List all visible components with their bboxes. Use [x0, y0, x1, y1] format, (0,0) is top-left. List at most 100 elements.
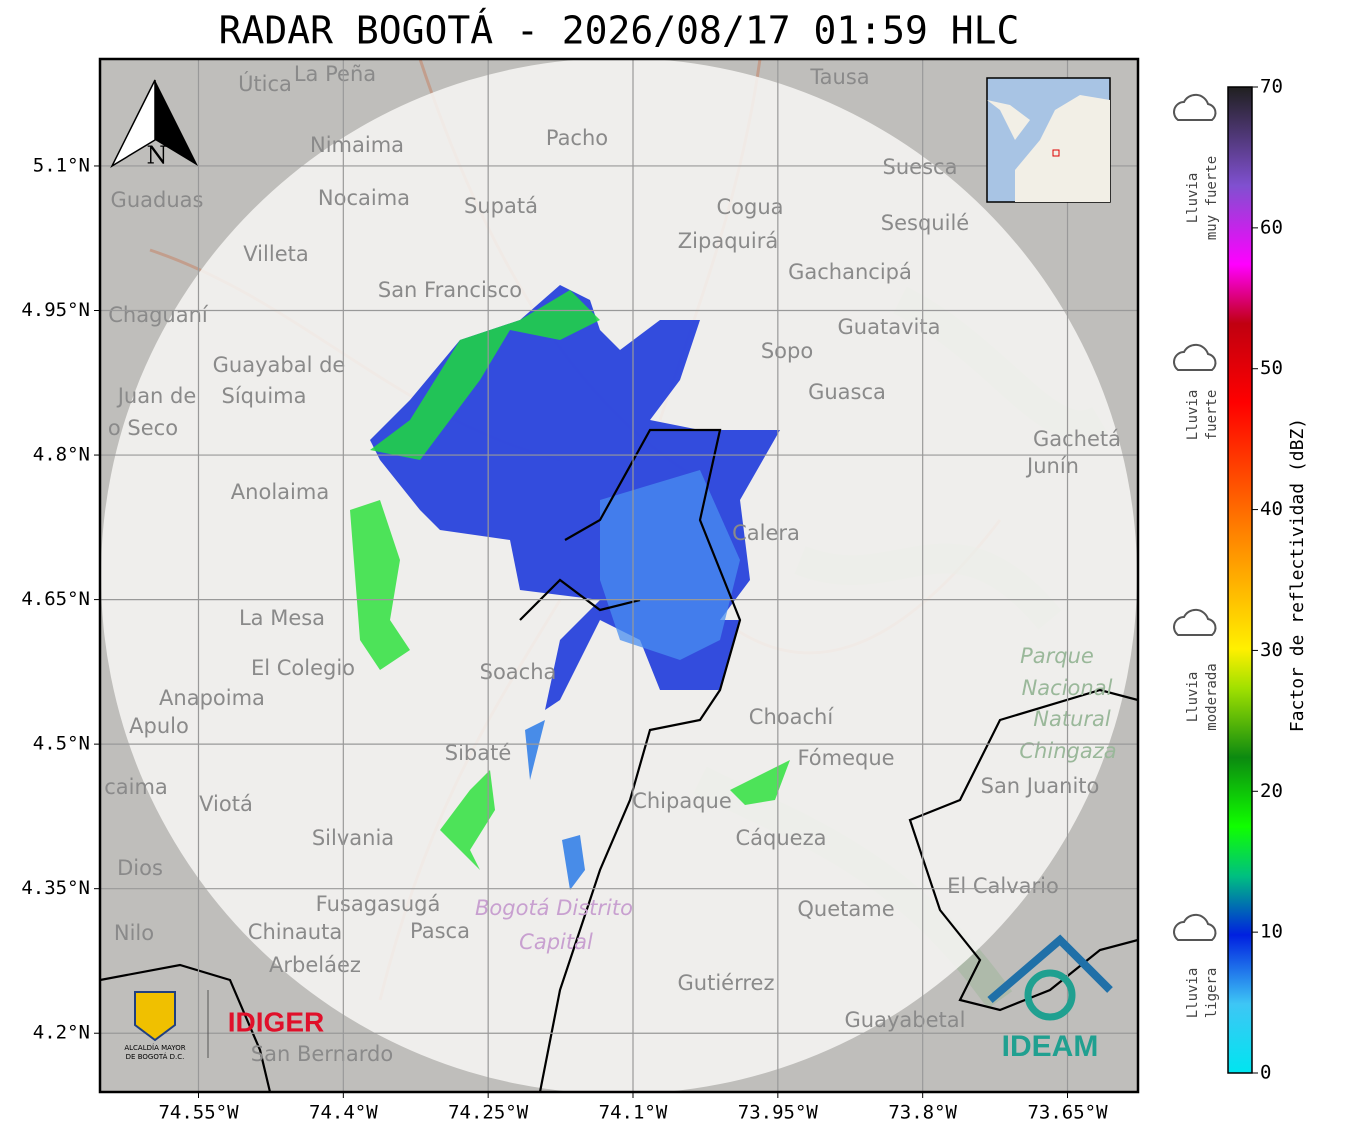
place-label: caima [104, 775, 168, 799]
grid [100, 59, 1138, 1092]
place-label: Silvania [312, 826, 394, 850]
park-label: Natural [1033, 707, 1111, 731]
legend-icon [1173, 343, 1217, 371]
place-label: Cogua [716, 195, 783, 219]
y-tick-label: 4.8°N [33, 444, 90, 466]
place-label: Guatavita [838, 315, 941, 339]
place-label: Nimaima [310, 133, 404, 157]
colorbar-tick-label: 20 [1260, 780, 1283, 802]
place-label: Suesca [883, 155, 958, 179]
place-label: Chaguaní [108, 303, 209, 327]
place-label: Guaduas [111, 188, 204, 212]
place-label: El Calvario [947, 874, 1059, 898]
place-label: Pacho [546, 126, 608, 150]
colorbar-tick-label: 40 [1260, 498, 1283, 520]
x-tick-label: 73.65°W [1027, 1102, 1108, 1124]
place-label: Viotá [199, 792, 253, 816]
colorbar-tick-label: 30 [1260, 639, 1283, 661]
legend-text: Lluvia [1185, 672, 1201, 723]
colorbar-tick-label: 10 [1260, 921, 1283, 943]
place-label: Nilo [114, 921, 154, 945]
boundaries [100, 428, 1138, 1092]
y-tick-label: 4.95°N [21, 299, 90, 321]
colorbar-tick-label: 50 [1260, 357, 1283, 379]
place-label: Junín [1025, 454, 1079, 478]
place-label: Zipaquirá [678, 229, 778, 253]
place-label: Pasca [410, 919, 470, 943]
place-label: Gachetá [1033, 427, 1121, 451]
place-label: Dios [117, 856, 163, 880]
north-label: N [147, 142, 168, 170]
place-label: Guasca [808, 380, 886, 404]
colorbar-tick-label: 0 [1260, 1062, 1271, 1084]
plot-frame [98, 57, 1140, 1094]
north-arrow: N [110, 79, 198, 170]
legend-text: muy fuerte [1204, 156, 1220, 240]
x-tick-label: 74.55°W [158, 1102, 239, 1124]
district-label: Bogotá Distrito [475, 896, 633, 920]
district-label: Capital [519, 930, 593, 954]
x-tick-label: 74.1°W [599, 1102, 668, 1124]
place-label: Fusagasugá [316, 892, 441, 916]
x-tick-label: 74.4°W [309, 1102, 378, 1124]
legend-icon [1173, 93, 1217, 121]
place-label: Sibaté [445, 741, 512, 765]
place-label: Guayabetal [845, 1008, 966, 1032]
place-label: Guayabal de [213, 353, 346, 377]
title: RADAR BOGOTÁ - 2026/08/17 01:59 HLC [219, 9, 1020, 53]
place-label: Juan de [116, 384, 197, 408]
place-label: Útica [238, 71, 292, 96]
place-label: San Francisco [378, 278, 522, 302]
place-label: Apulo [129, 714, 189, 738]
colorbar-label: Factor de reflectividad (dBZ) [1287, 418, 1308, 732]
legend-icon [1173, 913, 1217, 941]
radar-echoes [350, 285, 790, 890]
legend-text: ligera [1204, 968, 1220, 1019]
place-label: Fómeque [797, 746, 894, 770]
x-tick-label: 74.25°W [448, 1102, 529, 1124]
place-label: San Bernardo [251, 1042, 393, 1066]
place-label: La Mesa [239, 606, 325, 630]
place-label: Anolaima [231, 480, 329, 504]
colorbar-tick-label: 60 [1260, 216, 1283, 238]
x-tick-label: 73.95°W [738, 1102, 819, 1124]
place-label: Tausa [809, 65, 869, 89]
park-label: Parque [1020, 644, 1094, 668]
logo-alcaldia: ALCALDÍA MAYOR DE BOGOTÁ D.C. IDIGER [124, 990, 324, 1061]
place-labels: Útica La Peña Tausa Pacho Nimaima Suesca Guadu… [104, 62, 1121, 1066]
place-label: El Colegio [251, 656, 355, 680]
place-label: Gutiérrez [678, 971, 775, 995]
y-tick-label: 5.1°N [33, 154, 90, 176]
alcaldia-text: ALCALDÍA MAYOR [124, 1043, 185, 1052]
x-tick-label: 73.8°W [888, 1102, 957, 1124]
legend-text: Lluvia [1185, 968, 1201, 1019]
place-label: Villeta [243, 242, 308, 266]
y-tick-label: 4.65°N [21, 588, 90, 610]
idiger-logo: IDIGER [228, 1006, 324, 1037]
legend-text: moderada [1204, 663, 1220, 730]
place-label: Sesquilé [881, 211, 969, 235]
logo-ideam: IDEAM [987, 934, 1113, 1063]
axis-ticks: 74.55°W 74.4°W 74.25°W 74.1°W 73.95°W 73.8°W 7… [21, 154, 1108, 1123]
y-tick-label: 4.2°N [33, 1022, 90, 1044]
place-label: La Peña [294, 62, 376, 86]
place-label: San Juanito [981, 774, 1100, 798]
place-label: Quetame [797, 897, 894, 921]
ideam-logo: IDEAM [1002, 1030, 1099, 1063]
legend-text: fuerte [1204, 390, 1220, 441]
place-label: Supatá [464, 194, 538, 218]
place-label: Chipaque [632, 789, 732, 813]
legend-icon [1173, 608, 1217, 636]
place-label: Sopo [761, 339, 813, 363]
legend-text: Lluvia [1185, 390, 1201, 441]
place-label: Calera [732, 521, 800, 545]
y-tick-label: 4.5°N [33, 733, 90, 755]
inset-map [986, 77, 1111, 203]
place-label: o Seco [108, 416, 178, 440]
place-label: Síquima [222, 384, 307, 408]
place-label: Gachancipá [788, 260, 912, 284]
place-label: Nocaima [318, 186, 410, 210]
place-label: Anapoima [159, 686, 265, 710]
